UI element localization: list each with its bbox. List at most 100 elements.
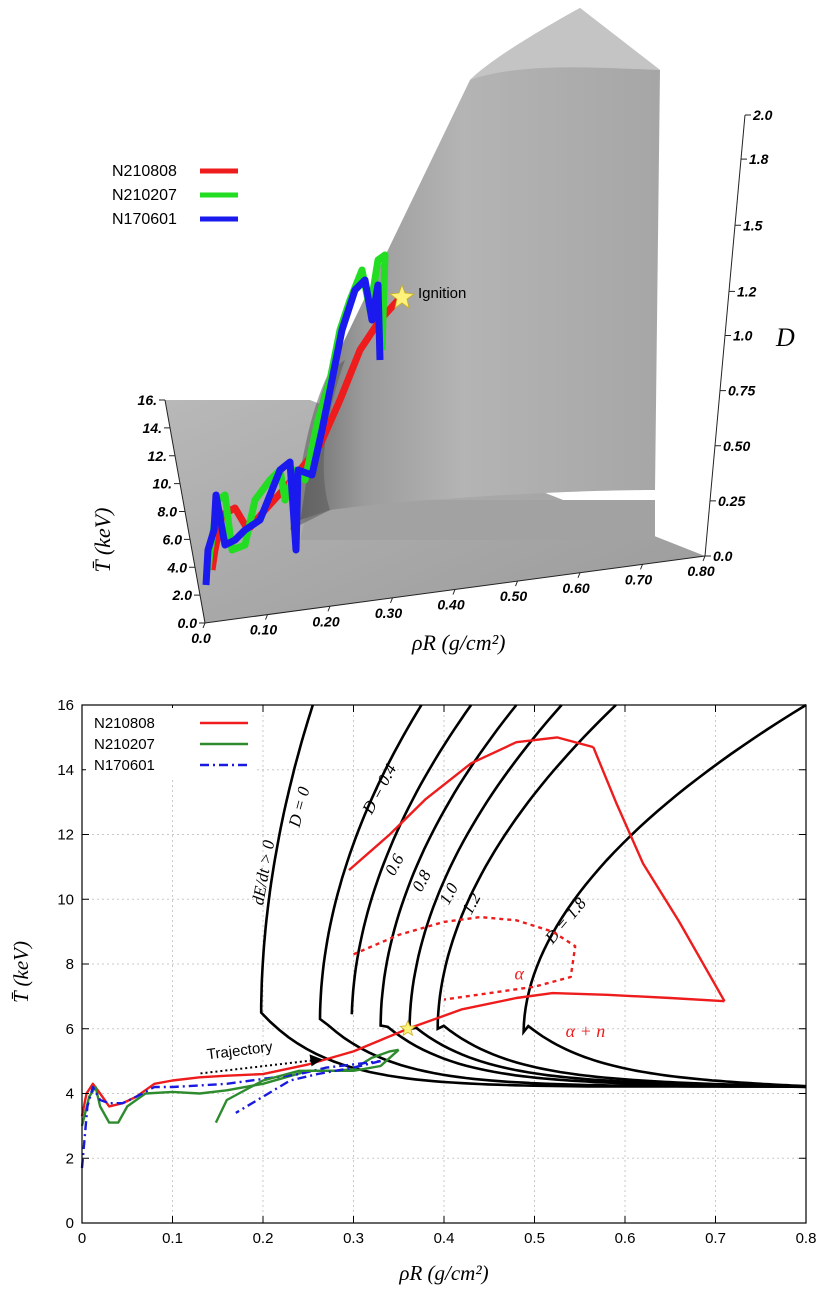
series-N170601 (80, 1059, 381, 1169)
x3d-tick-mark (265, 614, 268, 620)
legend3d-label-1: N210207 (112, 187, 177, 204)
series-N210808-late-2 (348, 736, 594, 872)
axis-ticks: 0 0.1 0.2 0.3 0.4 0.5 0.6 0.7 0.8 0 2 4 6 8 10 12 14 16 (57, 697, 816, 1247)
series-N210808 (80, 991, 725, 1117)
x3d-tick-mark (202, 622, 206, 629)
z3d-tick-label: 1.2 (737, 283, 757, 299)
t-axis-title-3d: T̄ (keV) (90, 508, 115, 573)
y-tick-label: 14 (57, 762, 74, 779)
y-tick-label: 10 (57, 891, 74, 908)
model-curve-D0.6 (350, 704, 473, 1015)
model-curve-label: D = 1.8 (540, 894, 590, 948)
x3d-tick-label: 0.10 (250, 622, 277, 638)
model-curve-label: 1.0 (435, 879, 462, 907)
x-tick-label: 0.8 (796, 1230, 817, 1247)
rhor-axis-title-3d: ρR (g/cm²) (411, 630, 506, 655)
legend-label-0: N210808 (94, 715, 155, 732)
alpha-n-label: α + n (566, 1021, 606, 1041)
grid (81, 704, 807, 1224)
x3d-tick-label: 0.70 (625, 571, 652, 587)
y3d-tick-label: 6.0 (163, 531, 183, 547)
x-tick-label: 0.7 (705, 1230, 726, 1247)
legend3d-label-0: N210808 (112, 163, 177, 180)
y-tick-label: 4 (66, 1086, 74, 1103)
x3d-tick-mark (577, 572, 581, 578)
z3d-tick-label: 1.5 (743, 217, 763, 233)
x3d-tick-mark (515, 580, 518, 587)
y3d-tick-label: 14. (143, 420, 162, 436)
x-tick-label: 0 (78, 1230, 86, 1247)
y3d-tick-label: 12. (148, 448, 167, 464)
y-tick-label: 8 (66, 956, 74, 973)
y-tick-label: 0 (66, 1215, 74, 1232)
x3d-tick-mark (390, 597, 393, 604)
trajectory-arrowhead (309, 1054, 323, 1067)
z3d-tick-label: 1.8 (749, 151, 769, 167)
trajectory-label: Trajectory (206, 1038, 274, 1063)
z3d-tick-label: 2.0 (752, 107, 773, 123)
y3d-tick-label: 8.0 (158, 504, 178, 520)
x3d-tick-label: 0.40 (437, 597, 464, 613)
y-axis-title: T̄ (keV) (9, 941, 33, 1003)
series-N210207-tail (214, 1048, 400, 1124)
ticks-3d: 0.00.100.200.300.400.500.600.700.800.02.… (138, 107, 773, 646)
alpha-boundary-dotted (353, 915, 577, 1001)
z3d-tick-label: 0.75 (728, 383, 755, 399)
legend-label-1: N210207 (94, 736, 155, 753)
x3d-tick-label: 0.50 (500, 588, 527, 604)
z3d-tick-label: 0.0 (713, 548, 733, 564)
y3d-tick-label: 2.0 (172, 587, 193, 603)
x3d-tick-mark (640, 564, 643, 570)
x3d-tick-mark (327, 606, 331, 612)
x3d-tick-label: 0.80 (687, 563, 714, 579)
y3d-tick-label: 16. (138, 392, 157, 408)
model-curve-label: 0.8 (408, 867, 435, 895)
x3d-tick-label: 0.20 (312, 613, 339, 629)
legend-3d: N210808 N210207 N170601 (112, 163, 238, 228)
x-tick-label: 0.1 (162, 1230, 183, 1247)
z3d-tick-label: 0.50 (723, 438, 750, 454)
y3d-tick-label: 0.0 (178, 615, 198, 631)
y-tick-label: 16 (57, 697, 74, 714)
x3d-tick-label: 0.0 (191, 630, 211, 646)
legend3d-label-2: N170601 (112, 211, 177, 228)
surface-base (300, 500, 655, 540)
model-curve-label: D = 0.4 (358, 760, 401, 817)
ignition-surface-3d-plot: Ignition N210808 N210207 N170601 0.0 0.10… (90, 8, 795, 655)
model-curve-label: 0.6 (381, 850, 408, 878)
y-tick-label: 2 (66, 1150, 74, 1167)
trajectory-series (80, 736, 726, 1169)
x-tick-label: 0.5 (524, 1230, 545, 1247)
legend-2d: N210808 N210207 N170601 (86, 708, 256, 778)
traj3d-blue (202, 276, 384, 586)
y-tick-label: 12 (57, 827, 74, 844)
model-curve-D1.8 (522, 703, 807, 1088)
model-curve-D1.2 (436, 704, 807, 1089)
x3d-tick-label: 0.60 (562, 580, 589, 596)
x3d-tick-mark (702, 555, 706, 562)
ignition-surface (300, 8, 660, 520)
x-axis-title: ρR (g/cm²) (398, 1261, 488, 1285)
legend-label-2: N170601 (94, 757, 155, 774)
x-tick-label: 0.3 (343, 1230, 364, 1247)
y3d-tick-label: 10. (153, 476, 172, 492)
model-curve-D0.4 (318, 704, 806, 1088)
y3d-tick-label: 4.0 (167, 559, 188, 575)
trajectory-arrow (200, 1059, 313, 1075)
y-tick-label: 6 (66, 1021, 74, 1038)
x-tick-label: 0.4 (434, 1230, 455, 1247)
surface-top-edge (470, 8, 660, 80)
ignition-star (399, 1019, 417, 1037)
ignition-label: Ignition (418, 285, 466, 302)
x3d-tick-mark (452, 589, 456, 595)
alpha-label: α (515, 963, 525, 983)
d-axis-title: D (775, 323, 795, 352)
x3d-tick-label: 0.30 (375, 605, 402, 621)
x-tick-label: 0.6 (615, 1230, 636, 1247)
series-N170601-tail (235, 1059, 381, 1114)
series-N210207 (80, 1048, 399, 1127)
z3d-tick-label: 1.0 (733, 328, 753, 344)
x-tick-label: 0.2 (253, 1230, 274, 1247)
ignition-star-3d (388, 283, 416, 309)
